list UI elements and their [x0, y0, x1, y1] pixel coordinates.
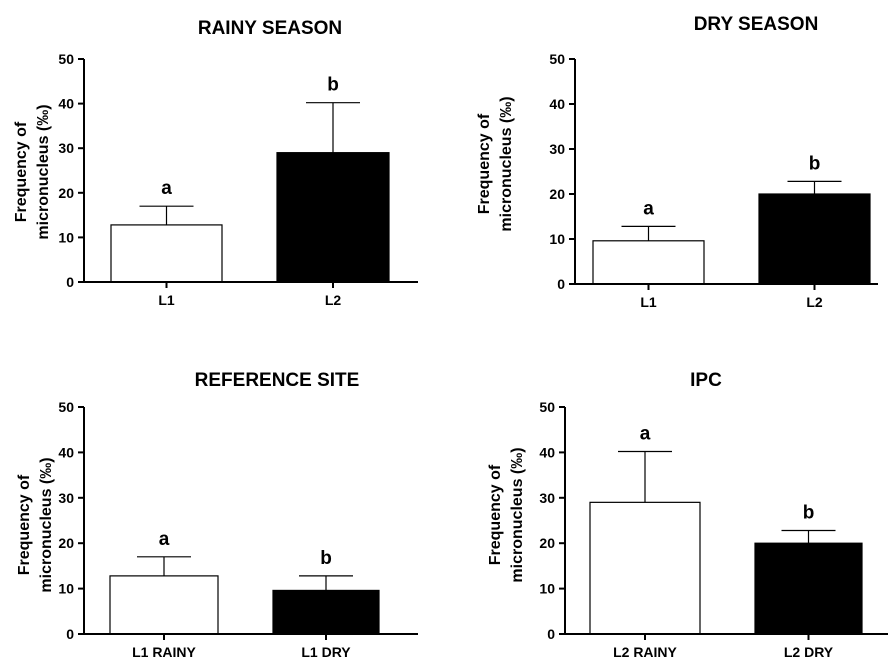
y-axis-label-line: micronucleus (‰)	[498, 96, 515, 231]
x-tick-label: L2 DRY	[784, 644, 834, 660]
x-tick-label: L2 RAINY	[613, 644, 677, 660]
y-tick-label: 30	[549, 141, 565, 157]
x-tick-label: L2	[325, 292, 342, 308]
y-tick-label: 10	[58, 581, 74, 597]
y-tick-label: 50	[58, 399, 74, 415]
bar	[272, 589, 380, 635]
y-tick-label: 50	[549, 51, 565, 67]
y-tick-label: 30	[539, 490, 555, 506]
y-axis-label: Frequency of micronucleus (‰)	[13, 104, 52, 239]
bar	[758, 193, 871, 285]
significance-label: b	[327, 75, 339, 96]
y-tick-label: 50	[58, 51, 74, 67]
y-tick-label: 10	[539, 581, 555, 597]
y-axis-label: Frequency of micronucleus (‰)	[16, 457, 55, 592]
chart-panel-reference-site: REFERENCE SITE Frequency of micronucleus (…	[0, 348, 420, 662]
y-axis-label-line: micronucleus (‰)	[35, 104, 52, 239]
y-tick-label: 50	[539, 399, 555, 415]
y-tick-label: 0	[66, 626, 74, 642]
y-tick-label: 40	[58, 96, 74, 112]
chart-title: IPC	[690, 370, 722, 391]
bar	[589, 501, 701, 635]
chart-panel-dry-season: DRY SEASON Frequency of micronucleus (‰) a b…	[460, 0, 888, 330]
y-tick-label: 0	[547, 626, 555, 642]
significance-label: a	[159, 529, 170, 550]
chart-title: RAINY SEASON	[198, 18, 342, 39]
x-tick-label: L1	[640, 294, 657, 310]
chart-svg-reference-site: REFERENCE SITE Frequency of micronucleus (…	[16, 370, 418, 660]
significance-label: b	[320, 548, 332, 569]
y-tick-label: 10	[58, 229, 74, 245]
y-tick-label: 10	[549, 231, 565, 247]
significance-label: b	[809, 153, 821, 174]
bar	[110, 224, 223, 283]
y-tick-label: 20	[58, 185, 74, 201]
y-tick-label: 0	[66, 274, 74, 290]
y-tick-label: 20	[58, 535, 74, 551]
chart-panel-ipc: IPC Frequency of micronucleus (‰) a b 0 10 20 30…	[460, 348, 888, 662]
significance-label: b	[803, 502, 815, 523]
y-tick-label: 0	[557, 276, 565, 292]
chart-panel-rainy-season: RAINY SEASON Frequency of micronucleus (‰)…	[0, 0, 420, 330]
y-tick-label: 40	[549, 96, 565, 112]
chart-svg-dry-season: DRY SEASON Frequency of micronucleus (‰) a b…	[476, 14, 878, 310]
y-tick-label: 30	[58, 140, 74, 156]
chart-title: REFERENCE SITE	[195, 370, 360, 391]
y-axis-label-line: micronucleus (‰)	[509, 447, 526, 582]
x-tick-label: L1 DRY	[301, 644, 351, 660]
bar	[109, 575, 219, 635]
y-tick-label: 40	[539, 444, 555, 460]
x-tick-label: L1	[158, 292, 175, 308]
chart-svg-ipc: IPC Frequency of micronucleus (‰) a b 0 10 20 30…	[487, 370, 888, 660]
chart-svg-rainy-season: RAINY SEASON Frequency of micronucleus (‰)…	[13, 18, 418, 308]
significance-label: a	[643, 198, 654, 219]
y-tick-label: 20	[549, 186, 565, 202]
y-axis-label: Frequency of micronucleus (‰)	[476, 96, 515, 231]
y-axis-label-line: Frequency of	[13, 121, 30, 222]
y-tick-label: 40	[58, 444, 74, 460]
significance-label: a	[640, 423, 651, 444]
y-axis-label-line: micronucleus (‰)	[38, 457, 55, 592]
y-axis-label-line: Frequency of	[487, 464, 504, 565]
significance-label: a	[161, 178, 172, 199]
bar	[592, 240, 705, 285]
y-axis-label-line: Frequency of	[476, 113, 493, 214]
bar	[754, 542, 863, 635]
x-tick-label: L2	[806, 294, 823, 310]
chart-title: DRY SEASON	[694, 14, 819, 35]
y-axis-label-line: Frequency of	[16, 474, 33, 575]
y-tick-label: 20	[539, 535, 555, 551]
bar	[276, 152, 390, 283]
x-tick-label: L1 RAINY	[132, 644, 196, 660]
y-tick-label: 30	[58, 490, 74, 506]
y-axis-label: Frequency of micronucleus (‰)	[487, 447, 526, 582]
